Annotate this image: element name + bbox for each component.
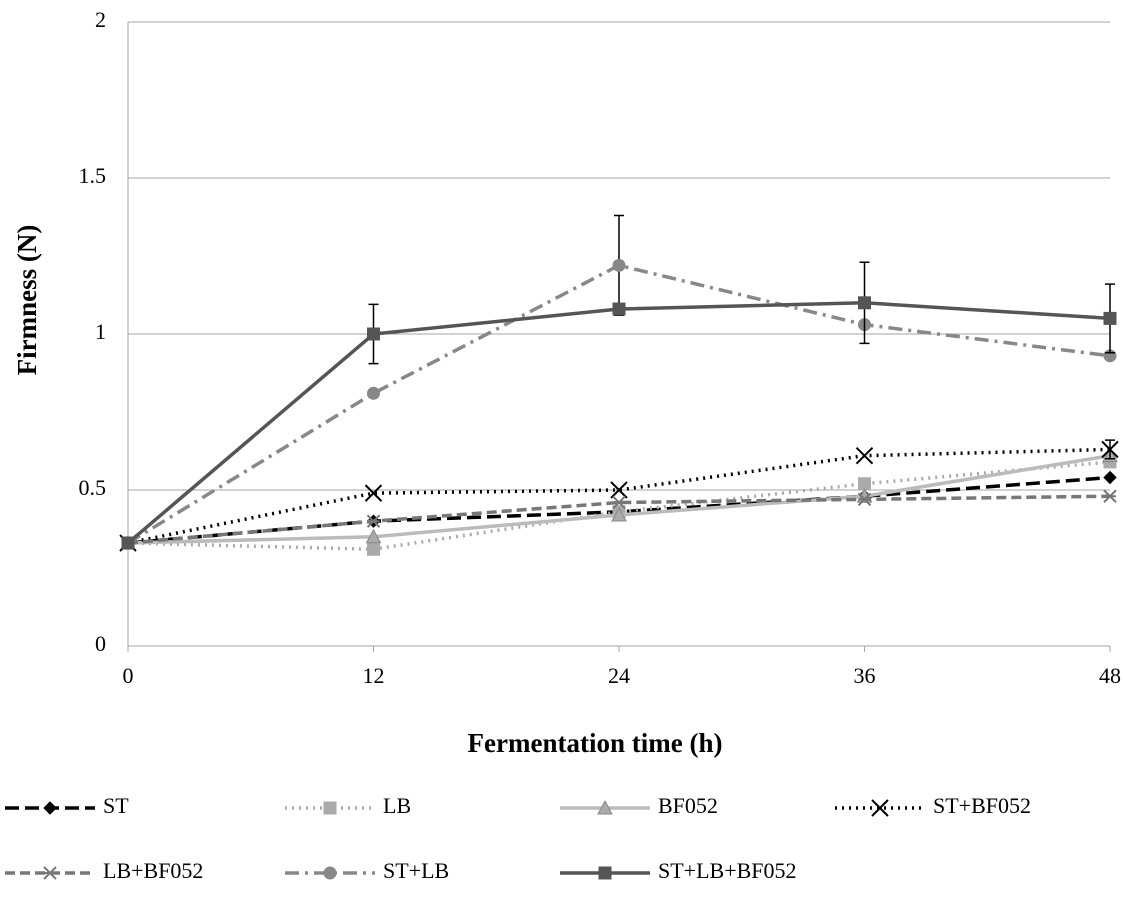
marker <box>43 866 57 880</box>
marker <box>610 481 628 499</box>
legend-label: ST+LB+BF052 <box>658 858 797 883</box>
marker <box>323 801 337 815</box>
x-tick-label: 36 <box>854 663 876 688</box>
marker <box>612 495 626 510</box>
x-tick-label: 24 <box>608 663 630 688</box>
marker <box>1103 311 1117 325</box>
marker <box>364 484 383 502</box>
marker <box>858 477 871 491</box>
marker <box>597 799 613 815</box>
marker <box>858 296 871 310</box>
marker <box>366 514 381 528</box>
marker <box>1103 470 1117 485</box>
y-axis-title: Firmness (N) <box>12 225 42 376</box>
x-tick-label: 0 <box>123 663 134 688</box>
legend-label: LB+BF052 <box>103 858 203 883</box>
marker <box>367 327 380 341</box>
legend-label: ST+BF052 <box>933 793 1031 818</box>
legend-label: ST+LB <box>383 858 449 883</box>
marker <box>598 866 612 880</box>
marker <box>871 799 889 817</box>
y-tick-label: 0 <box>95 631 106 656</box>
legend-label: BF052 <box>658 793 718 818</box>
x-tick-label: 12 <box>363 663 385 688</box>
marker <box>323 866 337 880</box>
legend-label: LB <box>383 793 411 818</box>
marker <box>612 258 626 272</box>
marker <box>43 801 57 815</box>
legend-label: ST <box>103 793 129 818</box>
marker <box>365 528 382 544</box>
y-tick-label: 1 <box>95 319 106 344</box>
y-tick-label: 2 <box>95 7 106 32</box>
x-axis-title: Fermentation time (h) <box>468 728 723 758</box>
x-tick-label: 48 <box>1099 663 1121 688</box>
y-tick-label: 1.5 <box>79 163 107 188</box>
marker <box>1101 440 1119 459</box>
marker <box>611 506 627 522</box>
marker <box>857 492 872 507</box>
marker <box>1103 489 1117 503</box>
y-tick-label: 0.5 <box>79 475 107 500</box>
marker <box>612 302 626 316</box>
marker <box>367 542 380 556</box>
marker <box>855 446 874 465</box>
marker <box>121 536 135 550</box>
marker <box>367 386 380 400</box>
